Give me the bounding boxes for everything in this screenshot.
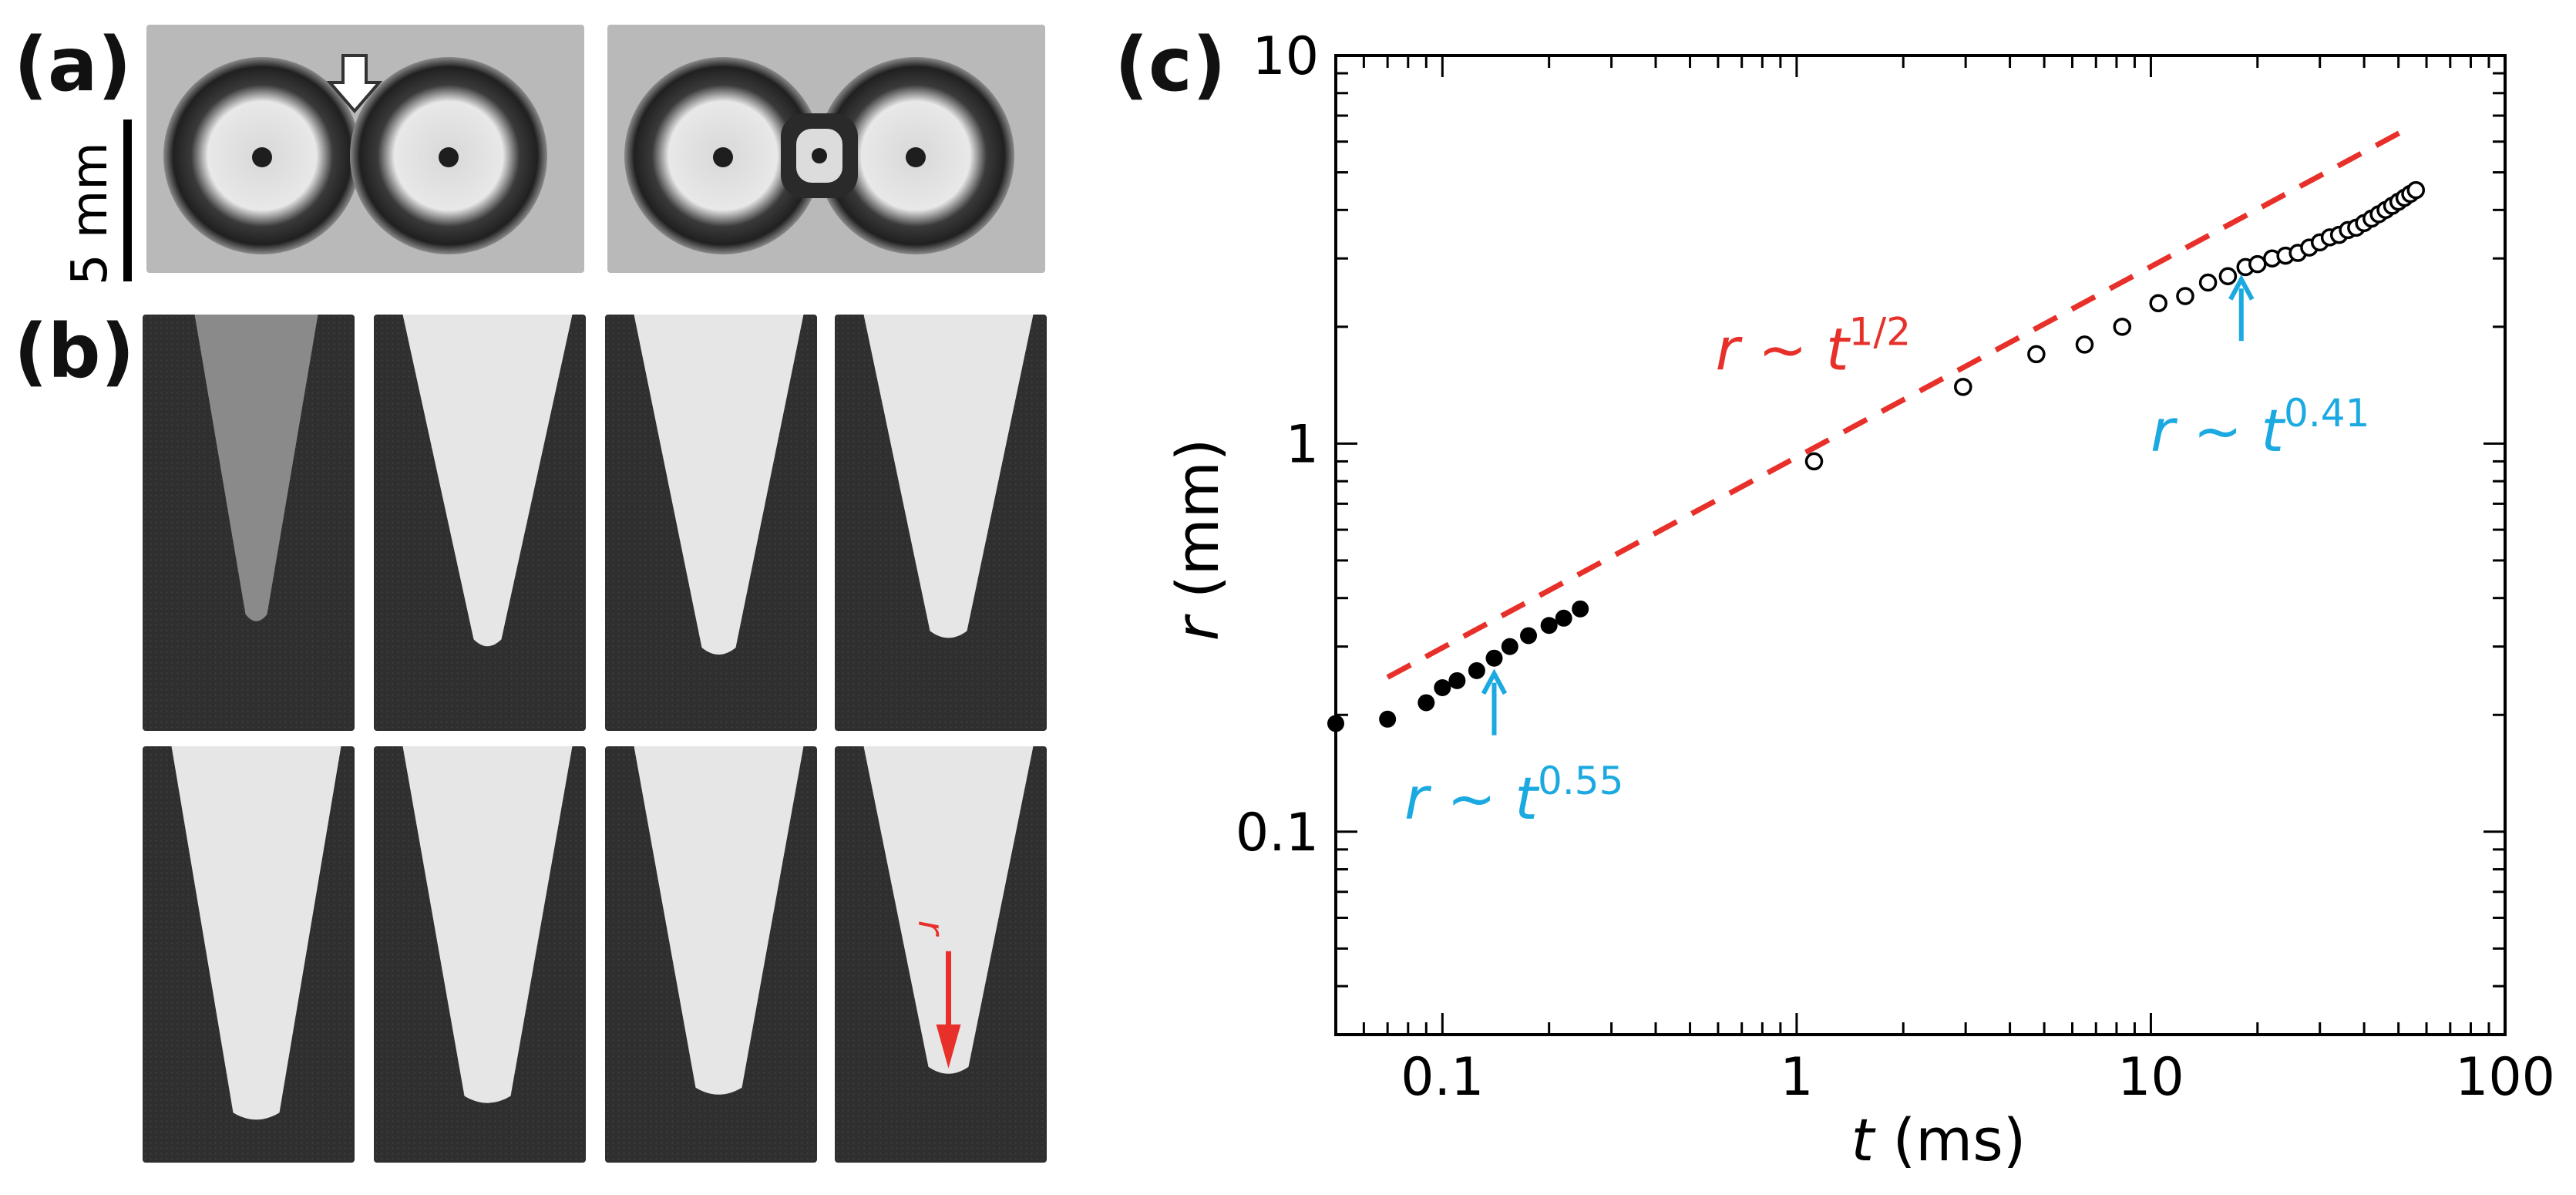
data-point-filled [1327,715,1344,732]
panel-c-label: (c) [1115,22,1226,108]
jet-frame-5 [143,746,355,1163]
x-tick-label: 10 [2117,1047,2184,1108]
jet-cone [194,315,318,621]
r-arrow-head [936,1024,961,1069]
data-point-open [1804,452,1824,471]
data-point-open [2149,294,2167,313]
jet-cone [171,746,341,1120]
r-arrow-label: r [911,921,953,937]
data-point-open [2406,180,2426,200]
data-point-filled [1572,600,1589,618]
data-point-filled [1379,710,1397,728]
data-point-filled [1417,694,1435,712]
panel-b-label: (b) [14,308,135,395]
data-point-open [2248,254,2267,274]
plot-frame [1334,54,2507,1036]
jet-frame-8: r [835,746,1047,1163]
jet-frame-2 [374,315,586,731]
data-point-open [2218,267,2238,285]
data-point-open [2176,287,2194,305]
jet-cone [863,746,1034,1074]
jet-cone [634,315,804,655]
data-point-filled [1540,617,1558,635]
data-point-filled [1520,627,1538,645]
jet-cone [402,315,573,647]
y-tick-label: 10 [1252,26,1319,87]
data-point-open [2113,318,2132,336]
coalescence-photo-2 [607,25,1045,273]
slope-041-arrow-head [2228,274,2255,301]
y-tick-label: 0.1 [1236,803,1319,863]
y-tick-label: 1 [1286,414,1319,475]
data-point-open [1954,378,1972,396]
jet-frame-1 [143,315,355,731]
data-point-filled [1501,638,1518,655]
data-point-open [2027,345,2046,364]
data-point-open [2075,335,2094,354]
data-point-filled [1485,649,1503,667]
droplet-pair-drawing [163,54,547,254]
slope-055-arrow-head [1481,668,1508,695]
jet-cone [402,746,573,1103]
jet-cone [863,315,1034,638]
x-tick-label: 100 [2455,1047,2555,1108]
jet-frame-3 [605,315,817,731]
x-axis-label: t (ms) [1851,1106,2026,1174]
fit-line-t-half [1386,123,2415,680]
jet-frame-6 [374,746,586,1163]
scale-bar [123,120,132,281]
jet-cone [634,746,804,1095]
data-point-filled [1448,672,1466,689]
x-tick-label: 1 [1780,1047,1813,1108]
jet-frame-4 [835,315,1047,731]
fit-line-label: r ~ t1/2 [1716,310,1912,384]
panel-a-label: (a) [14,22,132,108]
data-point-open [2198,273,2218,292]
data-point-filled [1468,661,1485,679]
data-point-filled [1434,678,1451,696]
neck-pointer-arrow [326,54,383,114]
x-tick-label: 0.1 [1401,1047,1484,1108]
data-point-filled [1555,609,1572,627]
merging-droplets-drawing [624,57,1014,254]
y-axis-label: r (mm) [1163,439,1232,641]
slope-055-label: r ~ t0.55 [1404,759,1623,833]
slope-041-label: r ~ t0.41 [2151,391,2369,465]
jet-frame-7 [605,746,817,1163]
coalescence-photo-1 [146,25,584,273]
